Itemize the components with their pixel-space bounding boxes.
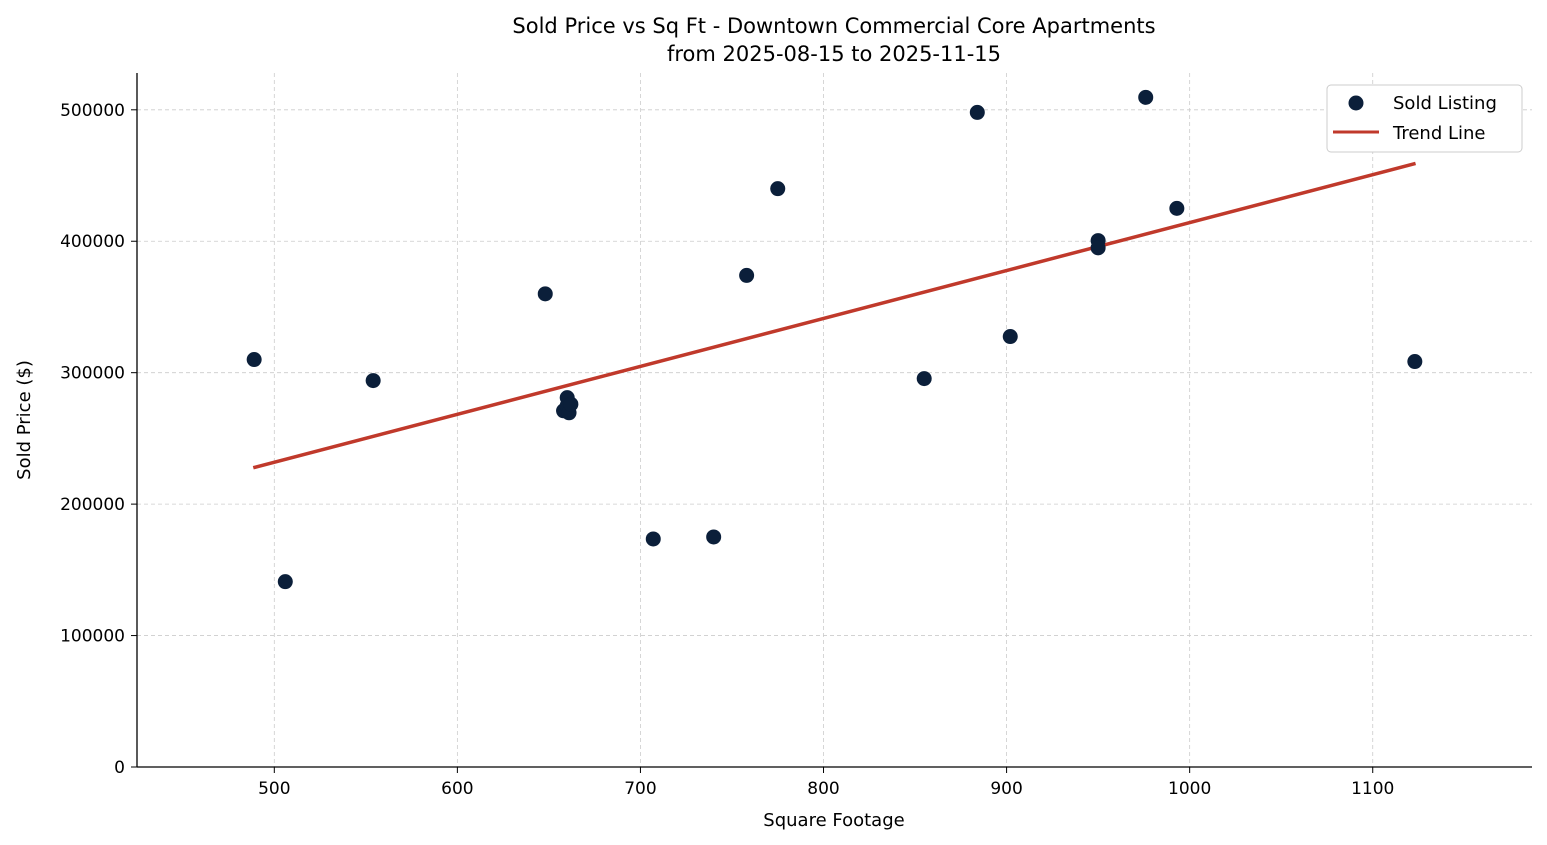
- data-point: [365, 373, 381, 389]
- data-point: [246, 352, 262, 368]
- data-point: [1407, 354, 1423, 370]
- x-axis-label: Square Footage: [763, 810, 904, 831]
- legend-box: [1326, 84, 1523, 153]
- y-axis-label: Sold Price ($): [14, 360, 35, 480]
- y-tick-label: 200000: [60, 495, 125, 515]
- x-tick-label: 800: [807, 779, 839, 799]
- data-point: [1090, 240, 1106, 256]
- legend-label-sold-listing: Sold Listing: [1393, 93, 1497, 114]
- data-point: [1002, 329, 1018, 345]
- x-tick-label: 1100: [1351, 779, 1394, 799]
- legend-label-trend-line: Trend Line: [1392, 123, 1486, 144]
- data-point: [277, 574, 293, 590]
- data-point: [1138, 89, 1154, 105]
- y-tick-label: 100000: [60, 627, 125, 647]
- data-point: [706, 529, 722, 545]
- data-point: [969, 104, 985, 120]
- data-point: [1169, 200, 1185, 216]
- y-tick-label: 500000: [60, 101, 125, 121]
- data-point: [537, 286, 553, 302]
- y-tick-label: 300000: [60, 364, 125, 384]
- x-tick-label: 1000: [1168, 779, 1211, 799]
- chart-subtitle: from 2025-08-15 to 2025-11-15: [667, 42, 1001, 66]
- trend-line: [252, 161, 1417, 470]
- x-tick-label: 900: [990, 779, 1022, 799]
- chart-title: Sold Price vs Sq Ft - Downtown Commercia…: [512, 14, 1155, 38]
- y-tick-label: 400000: [60, 232, 125, 252]
- x-tick-label: 700: [624, 779, 656, 799]
- data-point: [916, 371, 932, 387]
- data-point: [739, 267, 755, 283]
- legend-marker-sold-listing: [1348, 95, 1364, 111]
- x-tick-label: 500: [258, 779, 290, 799]
- data-point: [770, 181, 786, 197]
- x-tick-label: 600: [441, 779, 473, 799]
- legend: Sold Listing Trend Line: [1326, 84, 1523, 153]
- data-point: [645, 531, 661, 547]
- y-tick-label: 0: [114, 758, 125, 778]
- data-point: [563, 396, 579, 412]
